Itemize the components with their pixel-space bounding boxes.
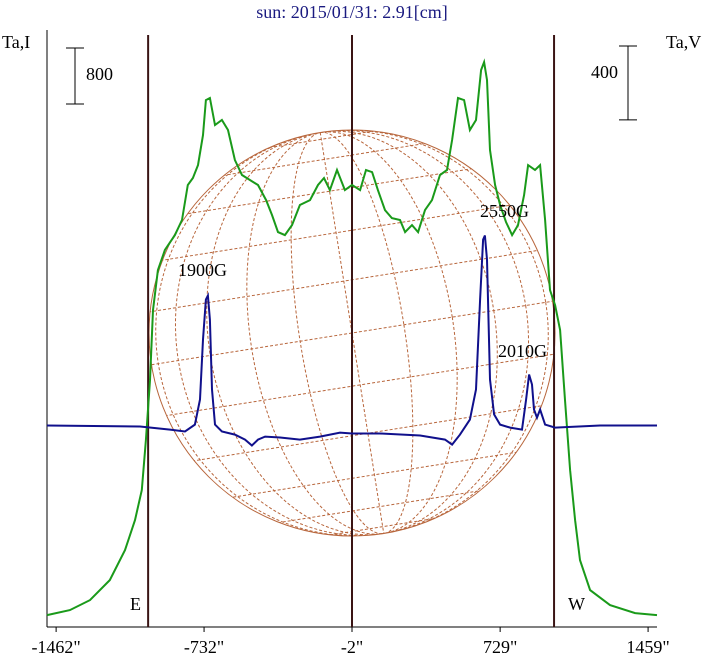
parallel (143, 248, 545, 314)
annotation: 2010G (498, 341, 547, 361)
x-tick-label: -1462" (31, 637, 80, 657)
y-axis-label: Ta,I (2, 32, 30, 52)
x-tick-label: 729" (483, 637, 517, 657)
parallel (159, 352, 561, 418)
x-tick-label: 1459" (626, 637, 669, 657)
y2-axis-label: Ta,V (666, 32, 701, 52)
x-tick-label: -2" (341, 637, 363, 657)
limb-label: E (130, 594, 141, 614)
limb-label: W (568, 594, 585, 614)
series-line (46, 58, 658, 617)
annotation: 1900G (178, 260, 227, 280)
scale-bar-label: 800 (86, 64, 113, 84)
scale-bar-label: 400 (591, 62, 618, 82)
annotation: 2550G (480, 201, 529, 221)
series-line (46, 235, 657, 447)
parallel (173, 442, 576, 508)
x-tick-label: -732" (184, 637, 224, 657)
parallel (135, 200, 537, 265)
chart-title: sun: 2015/01/31: 2.91[cm] (256, 2, 448, 22)
